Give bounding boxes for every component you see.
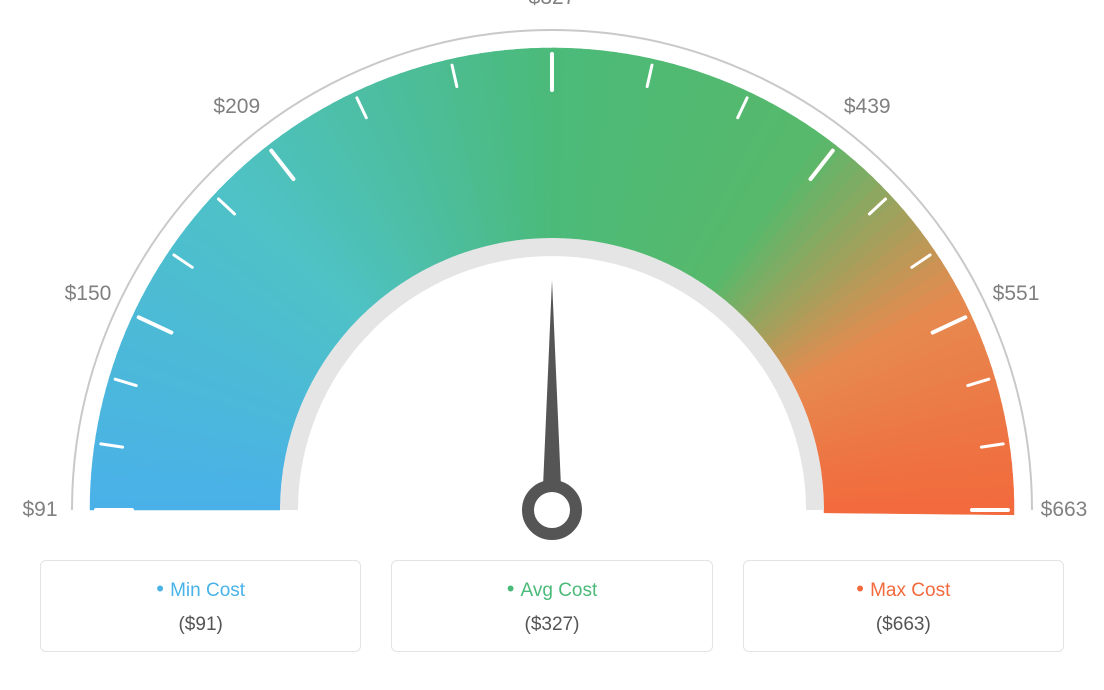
scale-label: $327 bbox=[529, 0, 576, 10]
gauge-svg bbox=[0, 0, 1104, 560]
legend-value-min: ($91) bbox=[51, 614, 350, 636]
legend-value-avg: ($327) bbox=[402, 614, 701, 636]
legend-value-max: ($663) bbox=[754, 614, 1053, 636]
scale-label: $150 bbox=[65, 282, 112, 306]
scale-label: $551 bbox=[993, 282, 1040, 306]
scale-label: $209 bbox=[213, 95, 260, 119]
legend-card-avg: Avg Cost ($327) bbox=[391, 560, 712, 652]
gauge-chart: $91 $150 $209 $327 $439 $551 $663 bbox=[0, 0, 1104, 560]
legend-label-max: Max Cost bbox=[754, 576, 1053, 602]
legend-label-avg: Avg Cost bbox=[402, 576, 701, 602]
scale-label: $91 bbox=[22, 498, 57, 522]
legend-label-min: Min Cost bbox=[51, 576, 350, 602]
scale-label: $439 bbox=[844, 95, 891, 119]
legend-row: Min Cost ($91) Avg Cost ($327) Max Cost … bbox=[0, 560, 1104, 690]
legend-card-min: Min Cost ($91) bbox=[40, 560, 361, 652]
legend-card-max: Max Cost ($663) bbox=[743, 560, 1064, 652]
scale-label: $663 bbox=[1041, 498, 1088, 522]
